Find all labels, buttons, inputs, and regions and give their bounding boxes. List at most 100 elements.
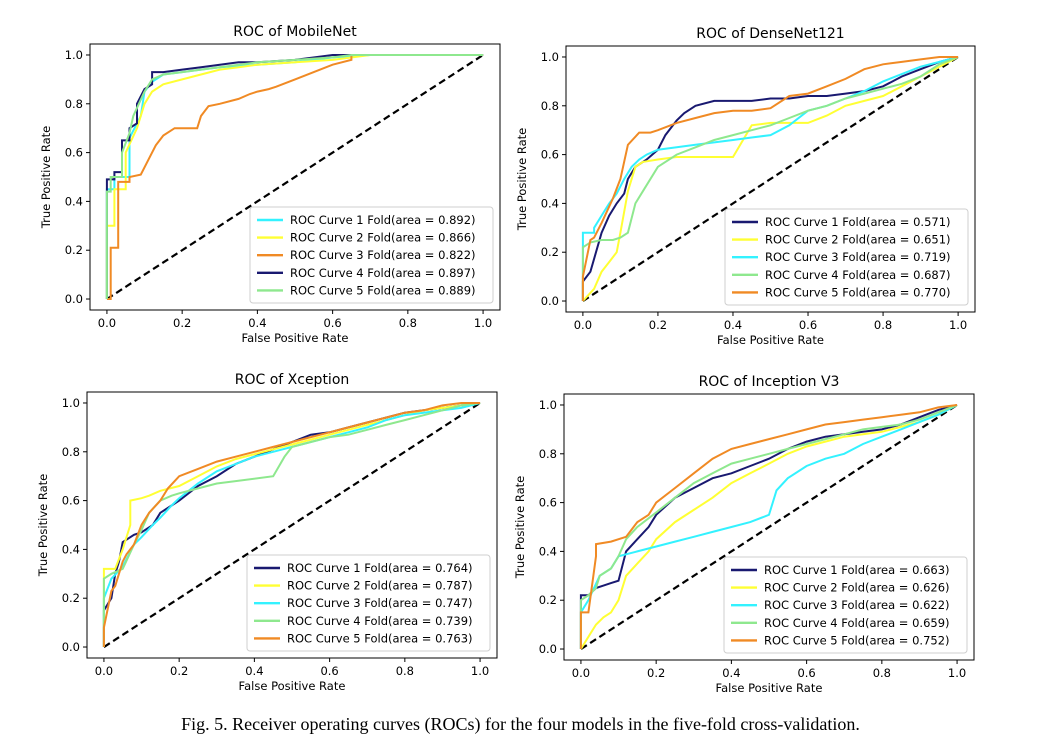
x-tick-label: 0.2 xyxy=(170,664,188,678)
axes-frame xyxy=(565,45,976,313)
x-tick-label: 0.8 xyxy=(873,666,891,680)
roc-curve-5 xyxy=(581,56,959,301)
chart-title: ROC of Xception xyxy=(235,372,350,388)
x-tick-label: 1.0 xyxy=(474,316,492,330)
x-tick-label: 0.2 xyxy=(173,316,191,330)
x-tick-label: 0.2 xyxy=(649,318,667,332)
roc-curve-5 xyxy=(579,404,958,649)
legend-entry: ROC Curve 5 Fold(area = 0.770) xyxy=(765,285,951,299)
legend: ROC Curve 1 Fold(area = 0.571) ROC Curve … xyxy=(724,208,969,306)
chance-line xyxy=(106,54,484,300)
legend-entry: ROC Curve 5 Fold(area = 0.752) xyxy=(764,633,950,647)
chance-line xyxy=(582,56,959,302)
chance-line xyxy=(580,404,958,650)
figure-caption: Fig. 5. Receiver operating curves (ROCs)… xyxy=(181,714,860,734)
y-tick-label: 0.6 xyxy=(539,496,557,510)
legend-entry: ROC Curve 1 Fold(area = 0.571) xyxy=(765,215,951,229)
legend-entry: ROC Curve 1 Fold(area = 0.892) xyxy=(290,213,476,227)
y-axis-label: True Positive Rate xyxy=(39,126,53,229)
roc-curve-3 xyxy=(106,54,484,300)
axes-frame xyxy=(86,391,498,659)
legend-entry: ROC Curve 5 Fold(area = 0.889) xyxy=(290,283,476,297)
y-tick-label: 1.0 xyxy=(65,48,83,62)
legend: ROC Curve 1 Fold(area = 0.764) ROC Curve … xyxy=(246,554,491,652)
x-tick-label: 1.0 xyxy=(949,318,967,332)
x-axis-label: False Positive Rate xyxy=(239,679,346,693)
x-tick-label: 0.4 xyxy=(248,316,266,330)
y-tick-label: 0.6 xyxy=(62,494,80,508)
legend: ROC Curve 1 Fold(area = 0.663) ROC Curve … xyxy=(723,556,968,654)
legend-entry: ROC Curve 3 Fold(area = 0.747) xyxy=(287,596,473,610)
legend-entry: ROC Curve 3 Fold(area = 0.622) xyxy=(764,598,950,612)
y-axis-label: True Positive Rate xyxy=(513,476,527,579)
x-tick-label: 0.6 xyxy=(799,318,817,332)
y-tick-label: 0.8 xyxy=(62,445,80,459)
y-tick-label: 1.0 xyxy=(541,50,559,64)
x-tick-label: 0.0 xyxy=(572,666,590,680)
axes-frame xyxy=(563,393,975,661)
x-axis-label: False Positive Rate xyxy=(717,333,824,347)
roc-curve-2 xyxy=(580,404,958,650)
y-tick-label: 0.0 xyxy=(65,292,83,306)
roc-curve-1 xyxy=(579,404,958,649)
roc-curve-2 xyxy=(105,54,484,299)
x-tick-label: 0.8 xyxy=(396,664,414,678)
legend-entry: ROC Curve 4 Fold(area = 0.897) xyxy=(290,266,476,280)
legend-entry: ROC Curve 2 Fold(area = 0.626) xyxy=(764,581,950,595)
roc-curve-5 xyxy=(105,54,484,299)
legend-entry: ROC Curve 2 Fold(area = 0.866) xyxy=(290,231,476,245)
y-tick-label: 0.4 xyxy=(62,542,80,556)
legend-box xyxy=(246,554,491,652)
y-tick-label: 1.0 xyxy=(62,396,80,410)
y-tick-label: 0.4 xyxy=(539,544,557,558)
y-tick-label: 0.6 xyxy=(65,146,83,160)
chart-panel-2: ROC of DenseNet121 0.0 0.2 0.4 0.6 0.8 1.0 0.0 0… xyxy=(515,26,976,347)
y-tick-label: 0.8 xyxy=(541,99,559,113)
y-tick-label: 0.2 xyxy=(541,245,559,259)
x-tick-label: 0.8 xyxy=(399,316,417,330)
legend-entry: ROC Curve 4 Fold(area = 0.687) xyxy=(765,268,951,282)
legend-entry: ROC Curve 3 Fold(area = 0.822) xyxy=(290,248,476,262)
x-tick-label: 0.6 xyxy=(797,666,815,680)
legend-entry: ROC Curve 5 Fold(area = 0.763) xyxy=(287,631,473,645)
x-tick-label: 0.4 xyxy=(724,318,742,332)
x-tick-label: 0.6 xyxy=(323,316,341,330)
legend-entry: ROC Curve 1 Fold(area = 0.663) xyxy=(764,563,950,577)
chart-panel-1: ROC of MobileNet 0.0 0.2 0.4 0.6 0.8 1.0 0.0 0.2… xyxy=(39,24,501,345)
y-tick-label: 0.2 xyxy=(65,243,83,257)
x-tick-label: 0.6 xyxy=(320,664,338,678)
legend: ROC Curve 1 Fold(area = 0.892) ROC Curve … xyxy=(249,206,494,304)
y-tick-label: 0.8 xyxy=(65,97,83,111)
y-tick-label: 0.4 xyxy=(65,194,83,208)
axes-frame xyxy=(89,43,501,311)
x-tick-label: 0.0 xyxy=(98,316,116,330)
chance-line xyxy=(103,402,481,648)
chart-title: ROC of Inception V3 xyxy=(699,374,840,390)
y-axis-label: True Positive Rate xyxy=(515,128,529,231)
x-tick-label: 0.4 xyxy=(722,666,740,680)
x-axis-label: False Positive Rate xyxy=(716,681,823,695)
roc-curve-5 xyxy=(102,402,481,647)
legend-entry: ROC Curve 4 Fold(area = 0.739) xyxy=(287,614,473,628)
y-tick-label: 0.2 xyxy=(539,593,557,607)
legend-box xyxy=(249,206,494,304)
y-tick-label: 0.0 xyxy=(62,640,80,654)
chart-title: ROC of MobileNet xyxy=(233,24,357,40)
legend-entry: ROC Curve 1 Fold(area = 0.764) xyxy=(287,561,473,575)
y-tick-label: 0.4 xyxy=(541,196,559,210)
x-tick-label: 0.8 xyxy=(874,318,892,332)
y-tick-label: 0.2 xyxy=(62,591,80,605)
y-tick-label: 0.0 xyxy=(539,642,557,656)
x-axis-label: False Positive Rate xyxy=(242,331,349,345)
x-tick-label: 0.2 xyxy=(647,666,665,680)
legend-entry: ROC Curve 4 Fold(area = 0.659) xyxy=(764,616,950,630)
chart-panel-3: ROC of Xception 0.0 0.2 0.4 0.6 0.8 1.0 0.0 0.2 0… xyxy=(36,372,498,693)
x-tick-label: 1.0 xyxy=(948,666,966,680)
x-tick-label: 1.0 xyxy=(471,664,489,678)
roc-curve-4 xyxy=(581,56,959,301)
y-tick-label: 0.0 xyxy=(541,294,559,308)
roc-curve-2 xyxy=(582,56,959,302)
legend-box xyxy=(724,208,969,306)
x-tick-label: 0.0 xyxy=(95,664,113,678)
